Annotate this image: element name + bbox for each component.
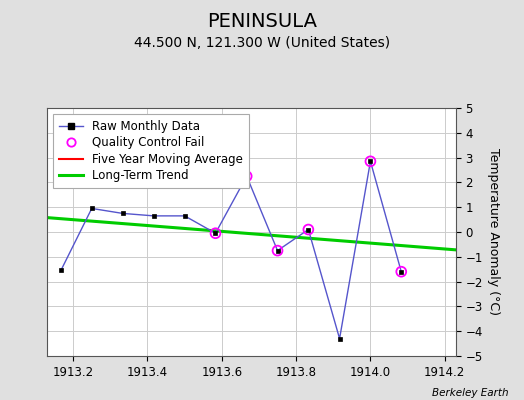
Point bbox=[366, 158, 375, 164]
Legend: Raw Monthly Data, Quality Control Fail, Five Year Moving Average, Long-Term Tren: Raw Monthly Data, Quality Control Fail, … bbox=[53, 114, 249, 188]
Text: 44.500 N, 121.300 W (United States): 44.500 N, 121.300 W (United States) bbox=[134, 36, 390, 50]
Point bbox=[211, 230, 220, 236]
Text: PENINSULA: PENINSULA bbox=[207, 12, 317, 31]
Point bbox=[243, 173, 251, 179]
Y-axis label: Temperature Anomaly (°C): Temperature Anomaly (°C) bbox=[487, 148, 500, 316]
Point bbox=[274, 247, 282, 254]
Point bbox=[304, 226, 312, 233]
Text: Berkeley Earth: Berkeley Earth bbox=[432, 388, 508, 398]
Point bbox=[397, 268, 406, 275]
